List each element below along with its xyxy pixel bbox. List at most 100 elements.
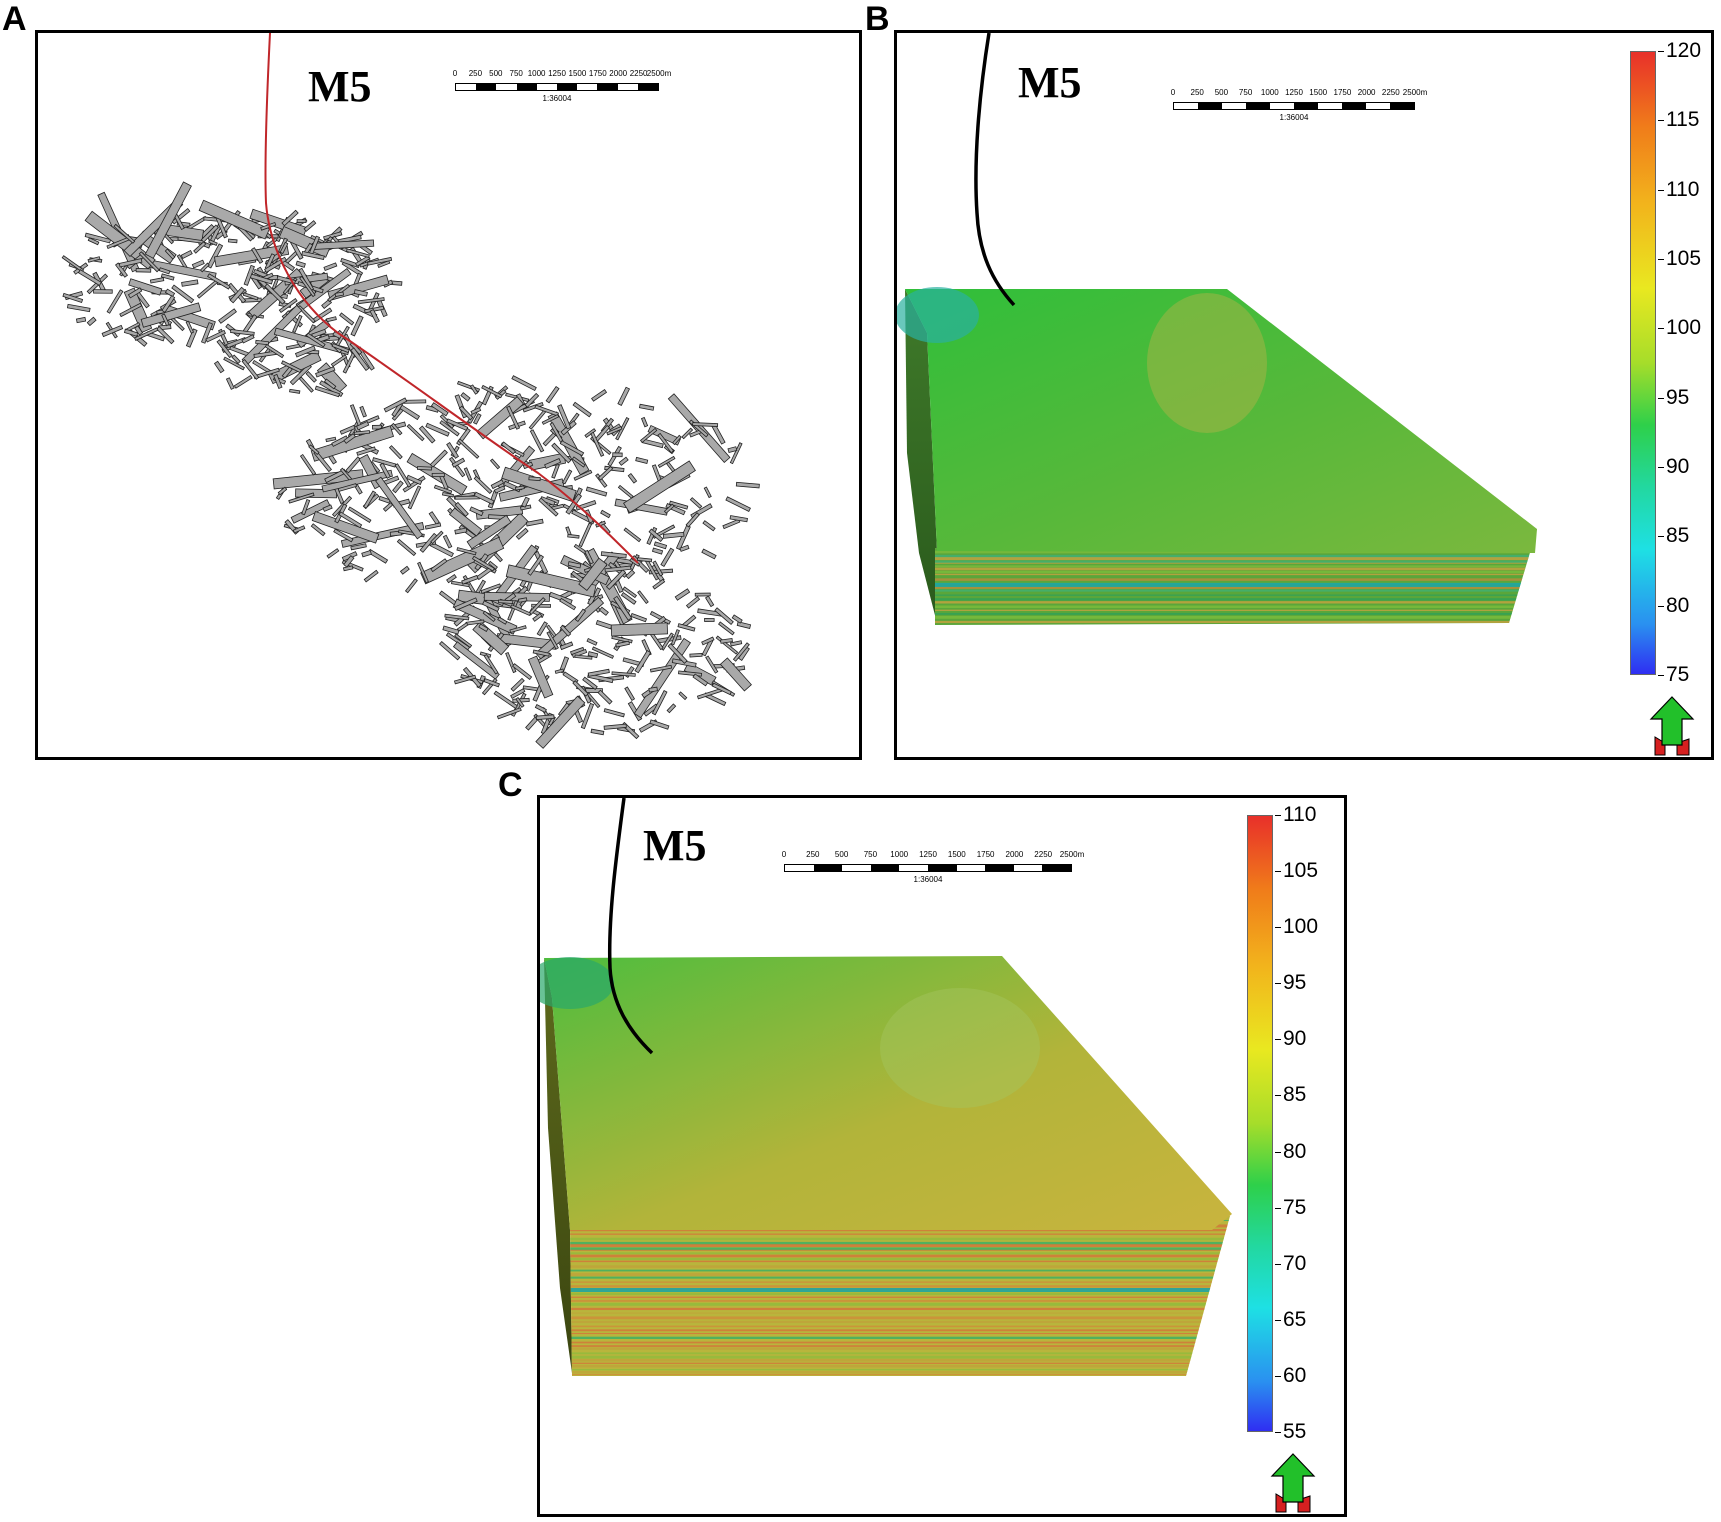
fracture-plane <box>490 479 505 490</box>
fracture-plane <box>493 485 506 494</box>
fracture-plane <box>425 422 450 437</box>
fracture-plane <box>660 547 675 568</box>
fracture-plane <box>367 256 393 266</box>
fracture-plane <box>442 534 453 549</box>
fracture-plane <box>729 442 743 465</box>
fracture-plane <box>330 354 348 368</box>
fracture-plane <box>620 591 637 605</box>
fracture-plane <box>466 514 512 550</box>
fracture-plane <box>156 325 175 345</box>
scale-bar-segments <box>1173 102 1415 110</box>
fracture-plane <box>506 405 521 430</box>
fracture-plane <box>294 345 316 358</box>
fracture-plane <box>233 374 253 389</box>
scale-tick: 2000 <box>1357 88 1376 97</box>
fracture-plane <box>288 492 315 504</box>
fracture-plane <box>689 653 703 658</box>
panel-label-c: C <box>498 766 523 804</box>
fracture-plane <box>363 569 379 583</box>
fracture-plane <box>510 688 526 699</box>
fracture-plane <box>719 657 752 692</box>
fracture-plane <box>278 298 298 313</box>
fracture-plane <box>431 472 445 478</box>
fracture-network-view <box>61 33 760 749</box>
fracture-plane <box>448 507 483 537</box>
fracture-plane <box>591 388 608 402</box>
fracture-plane <box>725 496 751 512</box>
fracture-plane <box>669 500 689 510</box>
fracture-plane <box>322 504 333 512</box>
colorbar-tick-label: 80 <box>1274 1139 1307 1163</box>
block-side-face <box>905 289 937 623</box>
fracture-plane <box>517 597 528 603</box>
fracture-plane <box>525 716 539 731</box>
block-side-face <box>544 958 572 1373</box>
fracture-plane <box>128 278 163 296</box>
fracture-plane <box>161 295 176 313</box>
fracture-plane <box>213 244 290 268</box>
fracture-plane <box>123 328 139 337</box>
fracture-plane <box>404 578 418 594</box>
fracture-plane <box>379 462 391 479</box>
fracture-plane <box>677 623 696 632</box>
fracture-plane <box>345 456 362 474</box>
fracture-plane <box>559 641 574 651</box>
fracture-plane <box>727 446 738 454</box>
fracture-plane <box>648 528 664 542</box>
fracture-plane <box>331 435 349 447</box>
fracture-plane <box>441 491 454 498</box>
fracture-plane <box>113 223 136 244</box>
fracture-plane <box>160 273 175 281</box>
fracture-plane <box>310 523 326 537</box>
fracture-plane <box>429 449 448 468</box>
fracture-plane <box>229 286 246 304</box>
fracture-plane <box>595 619 613 630</box>
fracture-plane <box>685 596 701 609</box>
fracture-plane <box>337 483 358 492</box>
fracture-plane <box>528 409 547 430</box>
fracture-plane <box>623 460 696 514</box>
fracture-plane <box>84 232 112 244</box>
well-name-label: M5 <box>643 821 707 870</box>
fracture-plane <box>164 248 176 260</box>
scale-tick: 1500 <box>1309 88 1328 97</box>
colorbar-tick-label: 100 <box>1274 915 1319 939</box>
fracture-plane <box>353 430 371 436</box>
fracture-plane <box>350 543 367 551</box>
colorbar-tick-label: 120 <box>1657 39 1702 62</box>
fracture-plane <box>705 595 715 608</box>
fracture-plane <box>692 673 709 687</box>
scale-tick: 2250 <box>629 69 648 78</box>
colorbar-tick-label: 85 <box>1274 1083 1307 1107</box>
fracture-plane <box>705 655 719 674</box>
fracture-plane <box>496 707 522 720</box>
scale-tick: 1250 <box>1285 88 1303 97</box>
fracture-plane <box>127 287 143 299</box>
fracture-plane <box>161 313 170 327</box>
fracture-plane <box>562 671 579 684</box>
fracture-plane <box>251 247 264 264</box>
block-top-face <box>905 289 1537 553</box>
scale-bar-segments <box>455 83 659 91</box>
colorbar-tick-label: 85 <box>1657 524 1690 548</box>
fracture-plane <box>333 528 354 543</box>
fracture-plane <box>407 485 422 510</box>
fracture-plane <box>585 486 608 497</box>
fracture-plane <box>138 251 160 273</box>
fracture-plane <box>702 520 716 532</box>
fracture-plane <box>578 522 593 548</box>
fracture-plane <box>417 561 429 584</box>
fracture-plane <box>208 239 218 246</box>
fracture-plane <box>501 466 577 503</box>
fracture-plane <box>595 520 607 528</box>
fracture-plane <box>75 316 87 324</box>
fracture-plane <box>356 446 376 456</box>
fracture-plane <box>343 555 355 568</box>
colorbar-tick-label: 80 <box>1657 593 1690 617</box>
model-block-view <box>897 33 1537 625</box>
fracture-plane <box>651 690 668 716</box>
fracture-group <box>61 181 760 749</box>
scale-tick: 2250 <box>1381 88 1400 97</box>
fracture-plane <box>473 491 495 505</box>
fracture-plane <box>473 475 493 495</box>
